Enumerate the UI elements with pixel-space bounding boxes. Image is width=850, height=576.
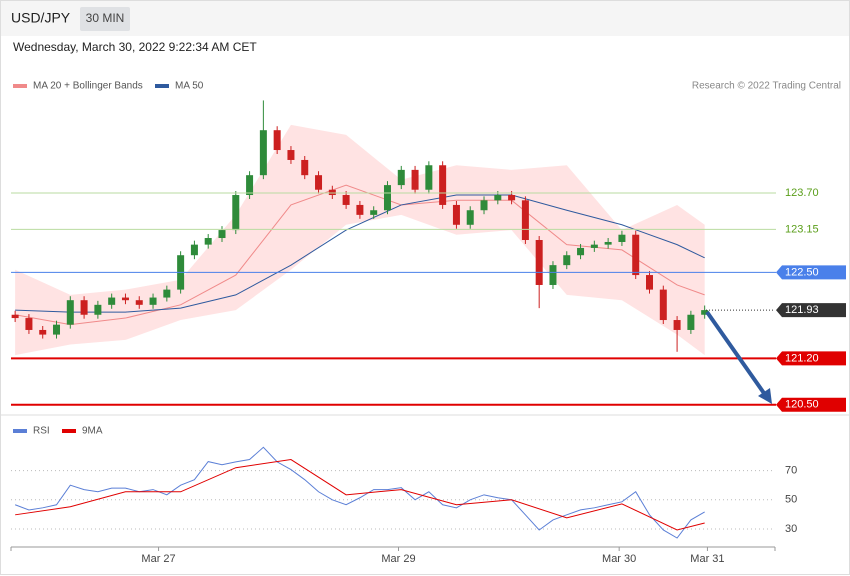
- legend-swatch: [62, 429, 76, 433]
- candle-body: [94, 304, 102, 315]
- forecast-arrowhead: [758, 388, 772, 404]
- timeframe[interactable]: 30 MIN: [86, 11, 125, 25]
- level-label: 123.70: [785, 187, 819, 199]
- candle-body: [425, 165, 433, 190]
- level-label: 121.93: [785, 304, 819, 316]
- candle-body: [508, 195, 516, 201]
- candle-body: [232, 195, 240, 231]
- level-tag: [776, 351, 846, 366]
- candle-body: [466, 210, 474, 225]
- candle-body: [494, 195, 502, 201]
- candle-body: [66, 300, 74, 325]
- candle-body: [452, 204, 460, 225]
- legend-swatch: [13, 84, 27, 88]
- candle-body: [549, 265, 557, 285]
- legend-swatch: [13, 429, 27, 433]
- line-series: [15, 459, 705, 531]
- candle-body: [521, 200, 529, 240]
- candle-body: [301, 159, 309, 176]
- candle-body: [25, 318, 33, 330]
- candle-body: [411, 169, 419, 190]
- level-label: 121.20: [785, 352, 819, 364]
- symbol: USD/JPY: [11, 10, 71, 26]
- candle-body: [342, 195, 350, 205]
- x-tick-label: Mar 30: [602, 553, 636, 565]
- candle-body: [356, 204, 364, 215]
- candle-body: [108, 297, 116, 305]
- candle-body: [632, 234, 640, 276]
- candle-body: [701, 310, 709, 315]
- y-tick-label: 50: [785, 494, 797, 506]
- candle-body: [273, 130, 281, 151]
- candle-body: [121, 297, 129, 301]
- level-tag: [776, 303, 846, 318]
- candle-body: [535, 240, 543, 285]
- level-label: 123.15: [785, 223, 819, 235]
- candle-body: [577, 247, 585, 256]
- candle-body: [246, 175, 254, 196]
- timeframe-button[interactable]: [80, 7, 130, 31]
- candle-body: [80, 300, 88, 315]
- candle-body: [315, 175, 323, 190]
- level-tag: [776, 397, 846, 412]
- candle-body: [218, 230, 226, 239]
- legend-swatch: [155, 84, 169, 88]
- candle-body: [604, 241, 612, 245]
- candle-body: [39, 329, 47, 335]
- candle-body: [204, 238, 212, 245]
- candle-body: [135, 300, 143, 305]
- date: Wednesday, March 30, 2022 9:22:34 AM CET: [13, 40, 257, 54]
- line-series: [15, 184, 705, 326]
- candle-body: [11, 314, 19, 319]
- source: Research © 2022 Trading Central: [692, 81, 841, 92]
- x-tick-label: Mar 27: [141, 553, 175, 565]
- candle-body: [259, 130, 267, 176]
- legend-label: 9MA: [82, 426, 103, 437]
- candle-body: [53, 324, 61, 335]
- candle-body: [397, 169, 405, 186]
- candle-body: [646, 275, 654, 290]
- candle-body: [149, 297, 157, 305]
- candle-body: [563, 255, 571, 266]
- candle-body: [687, 314, 695, 330]
- legend-label: MA 20 + Bollinger Bands: [33, 81, 143, 92]
- candle-body: [480, 200, 488, 211]
- bollinger-band: [15, 124, 705, 356]
- candle-body: [328, 189, 336, 196]
- candle-body: [190, 244, 198, 256]
- candle-body: [618, 234, 626, 242]
- candle-body: [370, 210, 378, 215]
- level-label: 122.50: [785, 266, 819, 278]
- legend-label: MA 50: [175, 81, 204, 92]
- line-series: [14, 446, 705, 539]
- candle-body: [383, 185, 391, 211]
- legend-label: RSI: [33, 426, 50, 437]
- level-label: 120.50: [785, 399, 819, 411]
- candle-body: [673, 320, 681, 330]
- candle-body: [287, 150, 295, 160]
- x-tick-label: Mar 29: [381, 553, 415, 565]
- y-tick-label: 70: [785, 465, 797, 477]
- x-tick-label: Mar 31: [690, 553, 724, 565]
- forecast-arrow: [705, 310, 768, 398]
- candle-body: [590, 244, 598, 248]
- y-tick-label: 30: [785, 523, 797, 535]
- header-bar: [1, 1, 849, 36]
- candle-body: [163, 289, 171, 298]
- level-tag: [776, 265, 846, 280]
- candle-body: [659, 289, 667, 321]
- candle-body: [439, 165, 447, 205]
